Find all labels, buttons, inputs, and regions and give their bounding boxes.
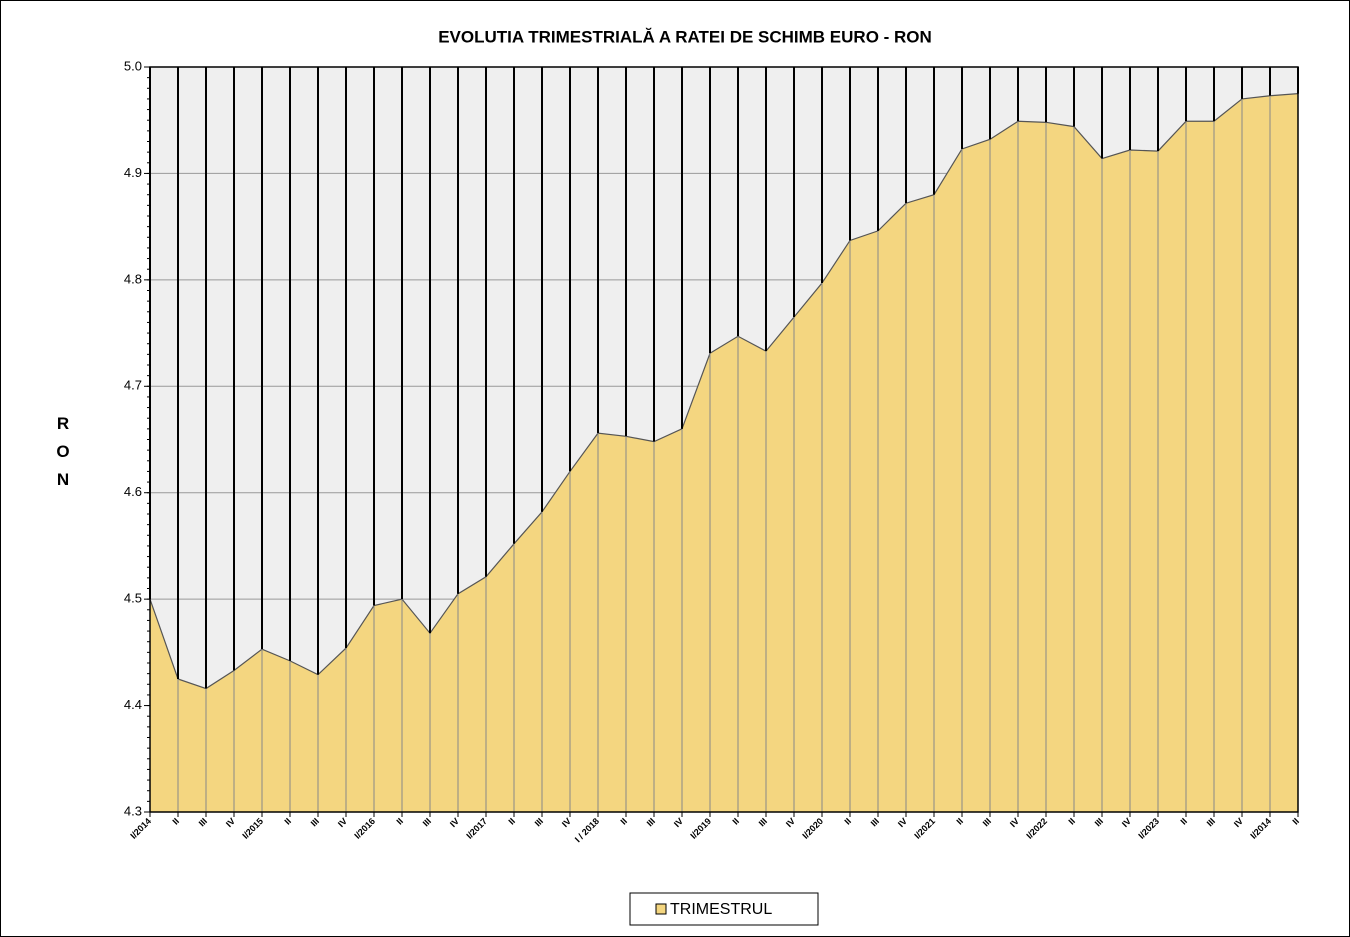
x-tick-group: II: [1290, 816, 1301, 827]
area: [150, 93, 1298, 813]
y-tick-label: 4.9: [124, 165, 142, 180]
x-tick-label: II: [1178, 816, 1189, 827]
x-tick-group: II: [730, 816, 741, 827]
x-tick-group: II: [842, 816, 853, 827]
x-tick-group: II: [954, 816, 965, 827]
x-tick-group: II: [1178, 816, 1189, 827]
x-tick-label: II: [282, 816, 293, 827]
y-tick-label: 4.4: [124, 697, 142, 712]
x-tick-group: II: [394, 816, 405, 827]
x-tick-label: II: [1290, 816, 1301, 827]
y-tick-label: 4.6: [124, 484, 142, 499]
x-tick-group: II: [506, 816, 517, 827]
x-tick-label: II: [954, 816, 965, 827]
y-tick-label: 4.7: [124, 378, 142, 393]
y-tick-label: 4.8: [124, 271, 142, 286]
x-tick-label: II: [618, 816, 629, 827]
y-tick-label: 4.3: [124, 803, 142, 818]
y-tick-label: 5.0: [124, 58, 142, 73]
x-tick-label: II: [394, 816, 405, 827]
x-tick-label: II: [170, 816, 181, 827]
x-tick-group: II: [170, 816, 181, 827]
x-tick-label: II: [842, 816, 853, 827]
legend-swatch: [655, 903, 667, 915]
legend-label: TRIMESTRUL: [670, 901, 772, 918]
y-axis-label: RON: [56, 414, 70, 489]
x-tick-group: II: [282, 816, 293, 827]
area-line: [149, 93, 1299, 690]
x-tick-group: II: [1066, 816, 1077, 827]
x-tick-label: II: [506, 816, 517, 827]
x-tick-label: II: [730, 816, 741, 827]
plot-border: [149, 66, 1299, 813]
x-tick-label: II: [1066, 816, 1077, 827]
x-tick-group: II: [618, 816, 629, 827]
y-tick-label: 4.5: [124, 591, 142, 606]
chart-title: EVOLUTIA TRIMESTRIALĂ A RATEI DE SCHIMB …: [438, 27, 932, 46]
